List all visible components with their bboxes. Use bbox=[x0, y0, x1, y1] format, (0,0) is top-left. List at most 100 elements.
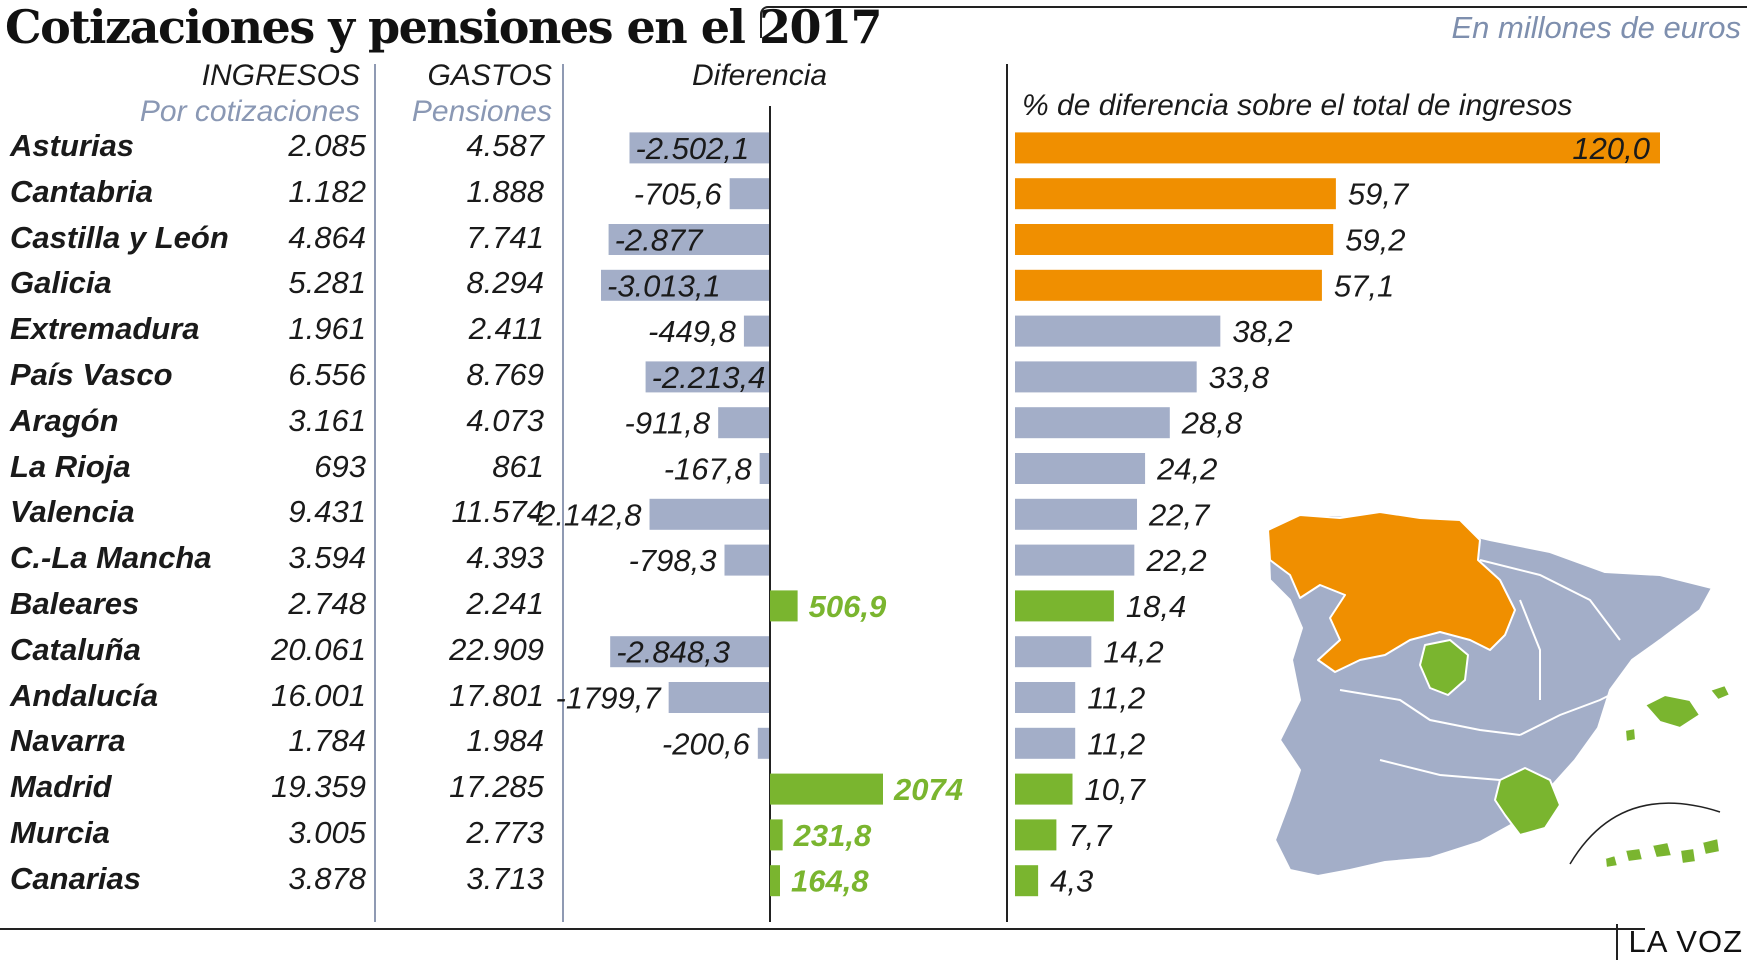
gastos-value: 2.241 bbox=[466, 586, 544, 621]
gastos-value: 7.741 bbox=[466, 219, 544, 255]
percent-bar bbox=[1015, 727, 1076, 759]
ingresos-value: 3.878 bbox=[288, 860, 366, 896]
diferencia-bar bbox=[743, 315, 769, 347]
region-label: Extremadura bbox=[10, 311, 200, 347]
percent-bar bbox=[1015, 315, 1221, 347]
region-label: Asturias bbox=[10, 128, 135, 163]
diferencia-bar bbox=[770, 590, 798, 622]
title-rule bbox=[760, 6, 1747, 38]
percent-label: 59,7 bbox=[1348, 177, 1410, 212]
ingresos-value: 1.961 bbox=[288, 311, 366, 347]
gastos-value: 8.769 bbox=[466, 357, 544, 392]
table-row: La Rioja 693 861 bbox=[0, 444, 1000, 490]
percent-label: 11,2 bbox=[1087, 681, 1145, 716]
diferencia-label: 2074 bbox=[893, 772, 963, 807]
diferencia-label: -911,8 bbox=[625, 406, 711, 441]
percent-label: 10,7 bbox=[1085, 772, 1147, 807]
percent-axis-divider bbox=[1006, 64, 1008, 922]
percent-label: 57,1 bbox=[1334, 268, 1394, 303]
percent-bar bbox=[1015, 269, 1322, 301]
table-row: Murcia 3.005 2.773 bbox=[0, 810, 1000, 856]
gastos-value: 2.411 bbox=[468, 311, 544, 347]
region-label: Valencia bbox=[10, 494, 135, 530]
percent-bar bbox=[1015, 773, 1073, 805]
diferencia-label: -1799,7 bbox=[556, 681, 663, 716]
diferencia-bar bbox=[759, 453, 769, 484]
region-label: Canarias bbox=[10, 860, 141, 896]
table-row: País Vasco 6.556 8.769 bbox=[0, 352, 1000, 398]
ingresos-value: 693 bbox=[314, 448, 366, 484]
diferencia-label: -798,3 bbox=[629, 543, 717, 578]
percent-bar bbox=[1015, 361, 1197, 393]
percent-bar bbox=[1015, 819, 1057, 851]
percent-label: 33,8 bbox=[1209, 360, 1270, 395]
gastos-header-sub: Pensiones bbox=[411, 95, 552, 128]
ingresos-divider bbox=[374, 64, 376, 922]
region-label: La Rioja bbox=[10, 448, 131, 484]
diferencia-zero-axis bbox=[769, 106, 771, 922]
percent-label: 59,2 bbox=[1345, 223, 1405, 258]
chart-title: Cotizaciones y pensiones en el 2017 bbox=[5, 0, 883, 54]
ingresos-value: 2.085 bbox=[288, 128, 366, 163]
table-row: Castilla y León 4.864 7.741 bbox=[0, 215, 1000, 261]
diferencia-bar bbox=[645, 361, 769, 393]
percent-bar bbox=[1015, 498, 1138, 530]
percent-label: 18,4 bbox=[1126, 589, 1186, 624]
ingresos-value: 6.556 bbox=[288, 357, 366, 392]
table-row: Valencia 9.431 11.574 bbox=[0, 489, 1000, 535]
table-row: Baleares 2.748 2.241 bbox=[0, 581, 1000, 627]
diferencia-bar bbox=[757, 727, 769, 759]
gastos-value: 4.587 bbox=[466, 128, 544, 163]
ingresos-value: 16.001 bbox=[271, 677, 366, 713]
percent-bar bbox=[1015, 407, 1170, 439]
percent-bar bbox=[1015, 453, 1146, 484]
gastos-value: 3.713 bbox=[466, 860, 544, 896]
region-label: Cataluña bbox=[10, 631, 141, 667]
ingresos-header-title: INGRESOS bbox=[201, 59, 360, 92]
ingresos-value: 5.281 bbox=[288, 265, 366, 301]
table-row: C.-La Mancha 3.594 4.393 bbox=[0, 535, 1000, 581]
diferencia-bar bbox=[718, 407, 769, 439]
diferencia-label: -167,8 bbox=[664, 452, 753, 487]
ingresos-value: 3.161 bbox=[288, 402, 366, 438]
footer-rule bbox=[0, 928, 1645, 930]
ingresos-value: 2.748 bbox=[288, 586, 366, 621]
region-label: Cantabria bbox=[10, 173, 153, 209]
diferencia-bar bbox=[649, 498, 769, 530]
percent-bar bbox=[1015, 178, 1336, 210]
gastos-value: 4.073 bbox=[466, 402, 544, 438]
ingresos-value: 19.359 bbox=[271, 769, 366, 805]
gastos-value: 861 bbox=[492, 448, 544, 484]
brand-logo: LA VOZ bbox=[1616, 924, 1743, 960]
diferencia-bar bbox=[608, 224, 769, 255]
diferencia-header: Diferencia bbox=[692, 59, 828, 92]
diferencia-bar bbox=[668, 682, 769, 713]
ingresos-header-sub: Por cotizaciones bbox=[139, 95, 360, 128]
percent-bar bbox=[1015, 544, 1135, 576]
region-label: Castilla y León bbox=[10, 219, 229, 255]
percent-label: 38,2 bbox=[1232, 314, 1292, 349]
region-label: C.-La Mancha bbox=[10, 540, 212, 576]
diferencia-label: -2.502,1 bbox=[635, 131, 749, 166]
gastos-value: 1.984 bbox=[466, 723, 544, 759]
diferencia-label: -2.213,4 bbox=[652, 360, 766, 395]
diferencia-label: -2.142,8 bbox=[528, 497, 643, 532]
table-row: Galicia 5.281 8.294 bbox=[0, 260, 1000, 306]
percent-bar bbox=[1015, 224, 1334, 255]
diferencia-bar bbox=[610, 636, 769, 668]
table-row: Aragón 3.161 4.073 bbox=[0, 398, 1000, 444]
percent-label: 24,2 bbox=[1156, 452, 1217, 487]
region-label: Navarra bbox=[10, 723, 126, 759]
diferencia-bar bbox=[601, 269, 769, 301]
percent-label: 22,2 bbox=[1145, 543, 1206, 578]
percent-bar bbox=[1015, 590, 1114, 622]
ingresos-value: 20.061 bbox=[271, 631, 366, 667]
diferencia-label: -449,8 bbox=[648, 314, 737, 349]
region-label: Murcia bbox=[10, 815, 110, 850]
diferencia-bar bbox=[770, 773, 883, 805]
diferencia-label: -705,6 bbox=[634, 177, 723, 212]
region-label: Madrid bbox=[10, 769, 112, 805]
diferencia-bar bbox=[629, 132, 769, 164]
table-row: Extremadura 1.961 2.411 bbox=[0, 306, 1000, 352]
